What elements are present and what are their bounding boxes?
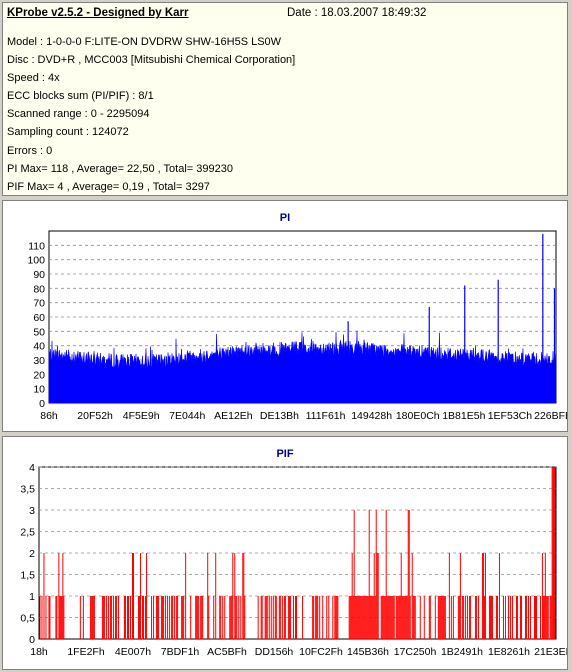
x-tick-label: 21E3EFh	[534, 646, 567, 658]
y-tick-label: 10	[33, 384, 45, 396]
x-tick-label: 180E0Ch	[396, 410, 440, 422]
y-tick-label: 80	[33, 283, 45, 295]
info-disc: Disc : DVD+R , MCC003 [Mitsubishi Chemic…	[7, 54, 296, 67]
x-tick-label: 149428h	[351, 410, 392, 422]
y-tick-label: 50	[33, 326, 45, 338]
chart-title: PI	[280, 212, 290, 224]
y-tick-label: 1,5	[20, 570, 35, 582]
x-tick-label: 18h	[30, 646, 48, 658]
x-tick-label: 4E007h	[115, 646, 151, 658]
x-tick-label: AE12Eh	[214, 410, 253, 422]
x-tick-label: 1B2491h	[441, 646, 483, 658]
y-tick-label: 4	[29, 462, 35, 474]
y-tick-label: 2	[29, 548, 35, 560]
x-tick-label: 7E044h	[169, 410, 205, 422]
y-tick-label: 20	[33, 369, 45, 381]
y-tick-label: 70	[33, 298, 45, 310]
app-title: KProbe v2.5.2 - Designed by Karr	[7, 7, 189, 19]
pif-chart: PIF 0 0,5 1 1,5 2 2,5 3 3,5 4 18h 1FE2Fh 4E007h 7BDF1…	[20, 448, 567, 658]
info-panel: KProbe v2.5.2 - Designed by Karr Date : …	[2, 2, 568, 196]
x-tick-label: 1E8261h	[488, 646, 530, 658]
chart-title: PIF	[276, 448, 293, 460]
info-model: Model : 1-0-0-0 F:LITE-ON DVDRW SHW-16H5…	[7, 36, 282, 48]
pi-chart-panel: PI 0 10 20 30 40 50 60 70 80 90 100 110 86h 20F52h 4F5E…	[2, 200, 568, 432]
x-tick-label: 111F61h	[306, 410, 346, 422]
info-speed: Speed : 4x	[7, 72, 60, 85]
y-tick-label: 110	[28, 240, 45, 252]
x-tick-label: 145B36h	[347, 646, 389, 658]
y-tick-label: 100	[27, 255, 45, 267]
info-errors: Errors : 0	[7, 144, 53, 157]
y-tick-label: 1	[29, 591, 35, 603]
y-tick-label: 0	[39, 398, 45, 410]
y-tick-label: 60	[33, 312, 45, 324]
x-tick-label: DD156h	[255, 646, 294, 658]
pif-chart-panel: PIF 0 0,5 1 1,5 2 2,5 3 3,5 4 18h 1FE2Fh 4E007h 7BDF1…	[2, 436, 568, 670]
x-tick-label: 7BDF1h	[161, 646, 200, 658]
y-tick-label: 90	[33, 269, 45, 281]
info-sampling: Sampling count : 124072	[7, 126, 129, 139]
x-tick-label: 226BFEh	[534, 410, 567, 422]
info-pi-stats: PI Max= 118 , Average= 22,50 , Total= 39…	[7, 162, 233, 175]
x-tick-label: 20F52h	[77, 410, 113, 422]
y-tick-label: 0,5	[20, 613, 35, 625]
pi-chart: PI 0 10 20 30 40 50 60 70 80 90 100 110 86h 20F52h 4F5E…	[27, 212, 567, 422]
x-tick-label: 1EF53Ch	[488, 410, 533, 422]
scan-date: Date : 18.03.2007 18:49:32	[287, 7, 427, 19]
x-tick-label: DE13Bh	[260, 410, 299, 422]
x-tick-label: 1B81E5h	[442, 410, 485, 422]
x-tick-label: 1FE2Fh	[67, 646, 105, 658]
x-tick-label: AC5BFh	[207, 646, 247, 658]
info-range: Scanned range : 0 - 2295094	[7, 108, 150, 121]
y-tick-label: 2,5	[20, 527, 35, 539]
y-tick-label: 0	[29, 634, 35, 646]
x-tick-label: 86h	[40, 410, 58, 422]
x-tick-label: 4F5E9h	[123, 410, 160, 422]
x-tick-label: 17C250h	[394, 646, 437, 658]
info-lines: Model : 1-0-0-0 F:LITE-ON DVDRW SHW-16H5…	[7, 33, 295, 196]
y-tick-label: 3	[29, 505, 35, 517]
info-ecc: ECC blocks sum (PI/PIF) : 8/1	[7, 90, 154, 103]
y-tick-label: 3,5	[20, 484, 35, 496]
x-tick-label: 10FC2Fh	[299, 646, 343, 658]
info-pif-stats: PIF Max= 4 , Average= 0,19 , Total= 3297	[7, 180, 210, 193]
y-tick-label: 40	[33, 341, 45, 353]
y-tick-label: 30	[33, 355, 45, 367]
